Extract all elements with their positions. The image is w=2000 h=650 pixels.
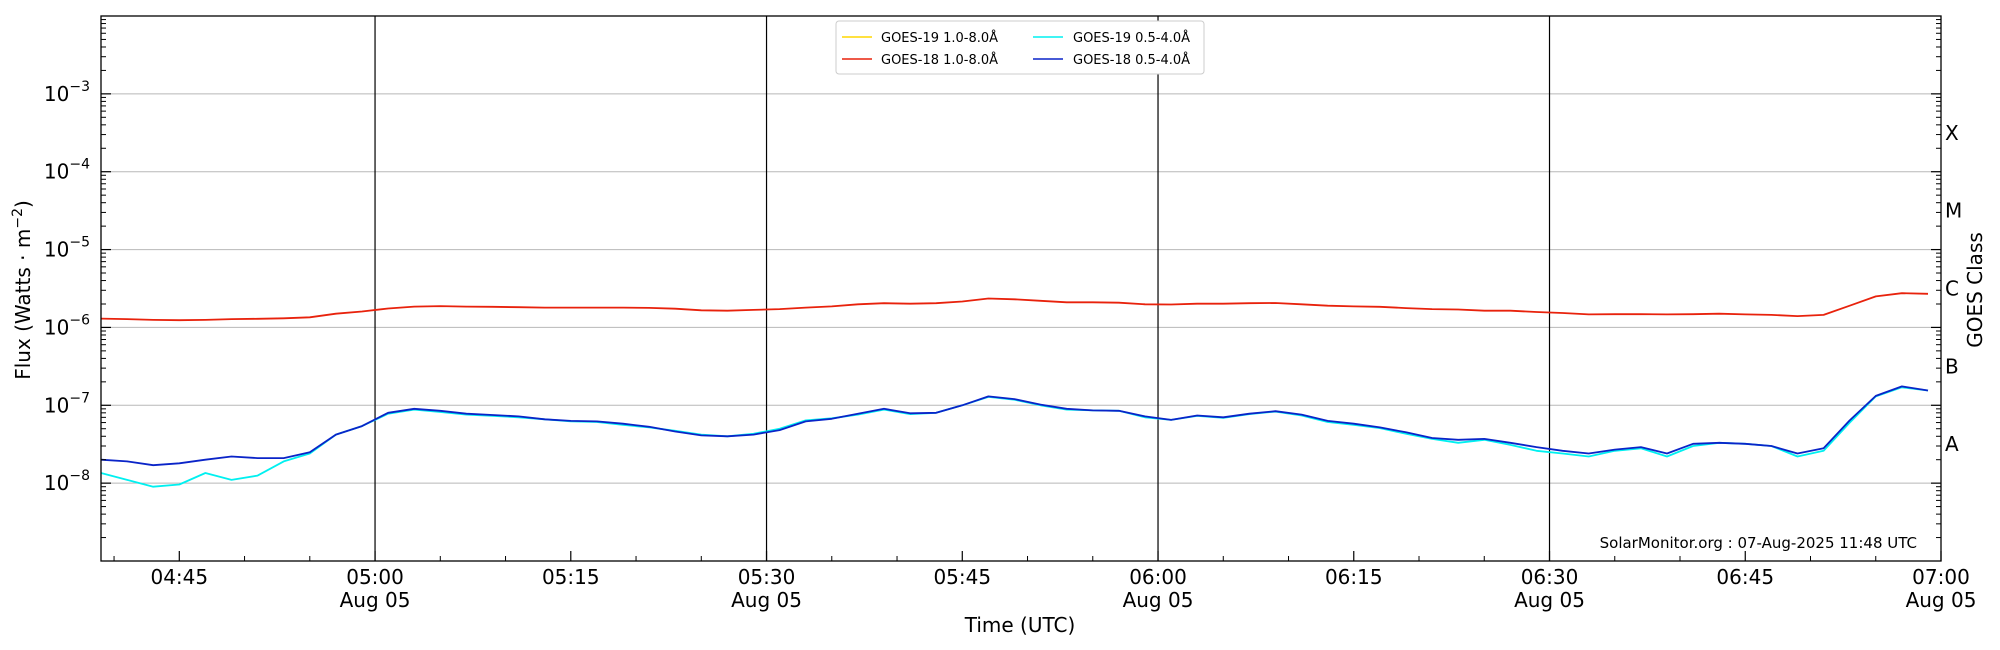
y-axis-title: Flux (Watts · m−2) bbox=[10, 200, 35, 380]
tick-layer bbox=[101, 19, 1942, 561]
y-tick-label-1: 10−4 bbox=[44, 157, 90, 184]
goes-class-labels: X M C B A bbox=[1945, 121, 1962, 456]
y-axis-title-exponent: −2 bbox=[10, 208, 26, 229]
x-tick-label-2: 05:15 bbox=[542, 565, 600, 589]
goes-class-axis-title: GOES Class bbox=[1963, 232, 1987, 348]
x-tick-label-7: 06:30 bbox=[1521, 565, 1579, 589]
y-tick-labels: 10−3 10−4 10−5 10−6 10−7 10−8 bbox=[44, 79, 90, 495]
grid-layer bbox=[101, 93, 1941, 484]
credit-text: SolarMonitor.org : 07-Aug-2025 11:48 UTC bbox=[1600, 534, 1917, 552]
x-tick-date-7: Aug 05 bbox=[1514, 588, 1585, 612]
vertical-lines-layer bbox=[374, 16, 1551, 561]
y-axis-title-close: ) bbox=[11, 200, 35, 208]
series-line-3 bbox=[100, 385, 1929, 467]
x-tick-label-3: 05:30 bbox=[738, 565, 796, 589]
x-tick-date-3: Aug 05 bbox=[731, 588, 802, 612]
y-tick-label-2: 10−5 bbox=[44, 235, 90, 262]
legend-label-goes19-short: GOES-19 0.5-4.0Å bbox=[1073, 30, 1190, 46]
y-tick-label-0: 10−3 bbox=[44, 79, 90, 106]
x-axis-title: Time (UTC) bbox=[964, 613, 1076, 637]
legend-box bbox=[835, 20, 1205, 75]
series-line-1 bbox=[100, 292, 1929, 322]
goes-class-label-x: X bbox=[1945, 121, 1959, 145]
y-tick-label-5: 10−8 bbox=[44, 468, 90, 495]
x-tick-label-0: 04:45 bbox=[150, 565, 208, 589]
legend-label-goes18-short: GOES-18 0.5-4.0Å bbox=[1073, 52, 1190, 68]
x-tick-label-5: 06:00 bbox=[1129, 565, 1187, 589]
y-tick-label-4: 10−7 bbox=[44, 390, 90, 417]
legend-label-goes19-long: GOES-19 1.0-8.0Å bbox=[881, 30, 998, 46]
goes-class-label-c: C bbox=[1945, 277, 1959, 301]
goes-class-label-m: M bbox=[1945, 199, 1962, 223]
y-tick-label-3: 10−6 bbox=[44, 312, 90, 339]
series-layer bbox=[100, 292, 1929, 488]
x-tick-label-9: 07:00 bbox=[1912, 565, 1970, 589]
x-tick-label-4: 05:45 bbox=[933, 565, 991, 589]
y-axis-title-main: Flux (Watts · m bbox=[11, 229, 35, 380]
x-tick-date-9: Aug 05 bbox=[1906, 588, 1977, 612]
x-tick-label-6: 06:15 bbox=[1325, 565, 1383, 589]
plot-frame bbox=[100, 15, 1942, 562]
legend-label-goes18-long: GOES-18 1.0-8.0Å bbox=[881, 52, 998, 68]
x-tick-date-5: Aug 05 bbox=[1123, 588, 1194, 612]
x-tick-label-1: 05:00 bbox=[346, 565, 404, 589]
goes-class-label-b: B bbox=[1945, 354, 1959, 378]
legend: GOES-19 1.0-8.0Å GOES-18 1.0-8.0Å GOES-1… bbox=[835, 20, 1205, 75]
goes-class-label-a: A bbox=[1945, 432, 1959, 456]
x-tick-label-8: 06:45 bbox=[1716, 565, 1774, 589]
x-tick-date-1: Aug 05 bbox=[340, 588, 411, 612]
